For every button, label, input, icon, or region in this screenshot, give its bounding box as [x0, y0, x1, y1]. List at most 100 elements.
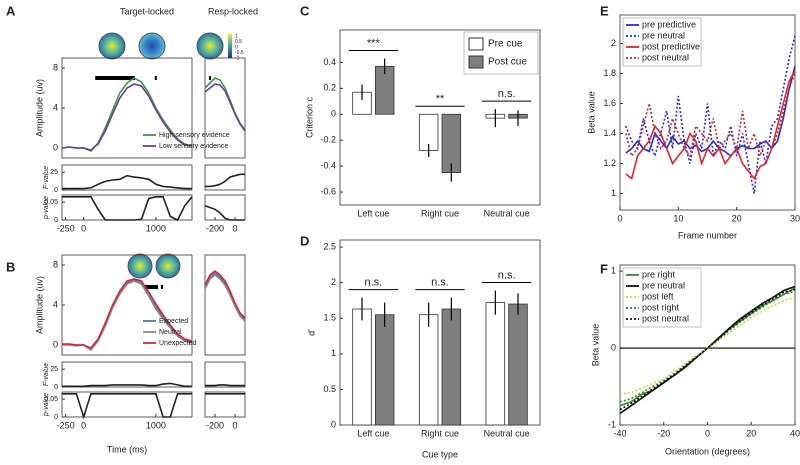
legend-label: post neutral	[642, 52, 689, 62]
y-tick-label: -0.2	[320, 135, 336, 145]
x-tick-label: 30	[790, 213, 800, 223]
x-tick-label: -250	[57, 420, 75, 430]
topo-map	[138, 32, 166, 60]
y-tick-label: 2	[331, 277, 336, 287]
y-axis-label: Beta value	[586, 91, 596, 134]
x-tick-label: 0	[617, 213, 622, 223]
x-tick-label: Left cue	[357, 208, 389, 218]
x-tick-label: -200	[206, 223, 224, 233]
legend-label: post right	[642, 302, 680, 312]
y-tick-label: 2	[611, 38, 616, 48]
topo-map	[127, 253, 153, 279]
legend-label: pre right	[642, 269, 676, 279]
legend-label: Expected	[159, 318, 188, 325]
y-tick-label: 0.2	[323, 83, 336, 93]
x-tick-label: 40	[790, 428, 800, 438]
x-tick-label: Right cue	[421, 208, 459, 218]
y-axis-label: Beta value	[590, 324, 600, 367]
plot-frame	[61, 361, 193, 388]
x-tick-label: 0	[232, 223, 237, 233]
y-tick-label: 0	[54, 217, 58, 224]
panel-title: Target-locked	[120, 6, 174, 16]
plot-frame	[204, 391, 246, 418]
line-series	[62, 382, 192, 388]
line-series	[61, 83, 193, 151]
y-tick-label: 25	[50, 169, 58, 176]
line-series	[204, 204, 245, 221]
bar	[485, 302, 506, 426]
y-tick-label: 0	[611, 342, 616, 352]
plot-frame	[61, 164, 193, 191]
line-series	[619, 296, 796, 395]
panel-label: B	[6, 259, 15, 274]
y-axis-label: d'	[306, 329, 316, 336]
bar	[418, 314, 439, 426]
line-series	[625, 73, 796, 159]
line-series	[204, 269, 246, 319]
plot-frame	[204, 57, 246, 159]
y-tick-label: -0.4	[320, 160, 336, 170]
line-series	[625, 70, 796, 181]
legend-label: Low sensory evidence	[159, 143, 228, 150]
y-tick-label: 0	[54, 187, 58, 194]
topo-map	[155, 253, 181, 279]
y-tick-label: 0.05	[44, 199, 58, 206]
x-tick-label: Right cue	[421, 428, 459, 438]
line-series	[625, 35, 796, 194]
significance-bar	[160, 285, 163, 289]
x-tick-label: 0	[705, 428, 710, 438]
plot-frame	[619, 14, 796, 211]
significance-bar	[154, 76, 157, 80]
topo-map	[196, 32, 224, 60]
panel-title: Resp-locked	[208, 6, 258, 16]
x-tick-label: 0	[81, 420, 86, 430]
y-axis-label: F-value	[43, 363, 50, 386]
y-tick-label: -1	[608, 419, 616, 429]
y-tick-label: 1.8	[603, 68, 616, 78]
y-tick-label: 0	[331, 109, 336, 119]
plot-frame	[339, 239, 541, 426]
line-series	[204, 273, 246, 322]
panel-label: F	[600, 261, 608, 276]
x-tick-label: -250	[57, 223, 75, 233]
y-tick-label: 8	[53, 259, 58, 269]
x-tick-label: 10	[673, 213, 683, 223]
x-tick-label: 0	[232, 420, 237, 430]
y-tick-label: 1.5	[323, 313, 336, 323]
significance-bar	[95, 76, 135, 80]
x-tick-label: 1000	[146, 223, 166, 233]
bar	[441, 308, 462, 426]
y-tick-label: 0	[54, 384, 58, 391]
x-tick-label: -40	[613, 428, 626, 438]
y-axis-label: p-value	[43, 196, 50, 220]
legend-swatch	[468, 37, 484, 51]
x-tick-label: Neutral cue	[484, 428, 530, 438]
colorbar	[228, 34, 232, 58]
x-axis-label: Frame number	[678, 230, 737, 240]
bar	[374, 314, 395, 426]
legend-label: High sensory evidence	[159, 132, 230, 139]
panel-label: D	[300, 233, 309, 248]
x-tick-label: 1000	[146, 420, 166, 430]
x-tick-label: Neutral cue	[484, 208, 530, 218]
significance-label: n.s.	[498, 88, 516, 100]
y-axis-label: Amplitude (uv)	[34, 276, 44, 334]
y-tick-label: 1	[611, 188, 616, 198]
legend-label: pre neutral	[642, 280, 685, 290]
legend-label: pre neutral	[642, 30, 685, 40]
legend-label: Neutral	[159, 329, 182, 336]
x-tick-label: -20	[657, 428, 670, 438]
line-series	[619, 290, 796, 403]
line-series	[62, 393, 192, 420]
colorbar-label: 0	[235, 44, 238, 50]
legend-label: pre predictive	[642, 19, 696, 29]
x-tick-label: Left cue	[357, 428, 389, 438]
line-series	[62, 196, 193, 222]
y-tick-label: 0	[54, 414, 58, 421]
y-tick-label: 0	[53, 339, 58, 349]
colorbar-label: 0.5	[235, 39, 242, 45]
y-tick-label: 1	[611, 266, 616, 276]
colorbar-label: -0.5	[235, 50, 244, 56]
